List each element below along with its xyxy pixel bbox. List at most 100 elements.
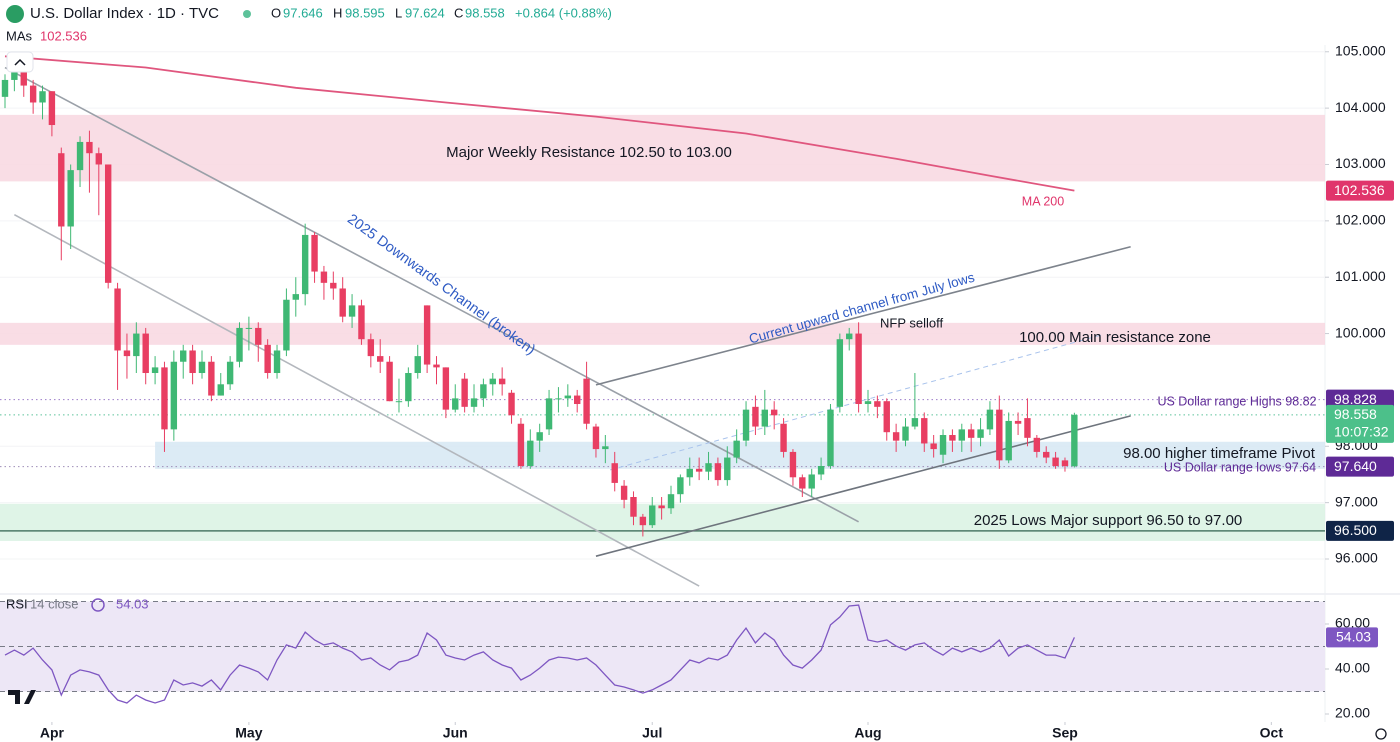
candle-body: [433, 364, 440, 368]
collapse-button[interactable]: [6, 51, 34, 73]
candle-body: [742, 409, 750, 441]
symbol-title[interactable]: U.S. Dollar Index · 1D · TVC: [30, 5, 219, 22]
candle-body: [95, 153, 103, 165]
candle-body: [986, 409, 994, 430]
rsi-line: [4, 604, 1075, 704]
candle-body: [1024, 418, 1031, 438]
price-badge-label: 102.536: [1334, 182, 1385, 198]
candle-body: [1071, 414, 1078, 467]
candle-body: [517, 423, 525, 467]
y-tick-label: 104.000: [1335, 99, 1386, 115]
candle-body: [377, 356, 384, 362]
candle-body: [808, 474, 815, 489]
candle-body: [602, 446, 609, 450]
y-tick-label: 20.00: [1335, 705, 1370, 721]
candle-body: [104, 164, 112, 283]
x-tick-label: Aug: [854, 725, 881, 741]
candle-body: [480, 384, 487, 399]
candle-body: [452, 398, 459, 410]
x-tick-label: May: [235, 725, 262, 741]
candle-body: [836, 339, 844, 407]
candle-body: [114, 288, 121, 351]
candle-body: [827, 409, 834, 467]
candle-body: [330, 282, 337, 289]
collapse-icon[interactable]: [14, 58, 26, 66]
candle-body: [949, 435, 956, 441]
candle-body: [508, 392, 515, 416]
annotation[interactable]: US Dollar range Highs 98.82: [1157, 394, 1316, 408]
annotation[interactable]: 2025 Lows Major support 96.50 to 97.00: [974, 512, 1243, 529]
candle-body: [301, 234, 309, 295]
y-tick-label: 103.000: [1335, 155, 1386, 171]
annotation[interactable]: NFP selloff: [880, 315, 943, 330]
ohlc-label: H: [333, 5, 342, 20]
candle-body: [705, 463, 712, 472]
price-badge: [1326, 180, 1394, 201]
symbol-logo: [6, 5, 24, 23]
rsi-icon[interactable]: [91, 598, 105, 612]
candle-body: [892, 432, 900, 441]
y-tick-label: 96.000: [1335, 550, 1378, 566]
candle-body: [630, 497, 637, 517]
candle-body: [545, 398, 553, 430]
candle-body: [273, 350, 281, 374]
candle-body: [189, 350, 196, 374]
annotation[interactable]: 98.00 higher timeframe Pivot: [1123, 445, 1316, 462]
x-tick-label: Jul: [642, 725, 662, 741]
candle-body: [208, 361, 215, 396]
trend-line: [595, 245, 1131, 386]
candle-body: [283, 299, 290, 351]
annotation[interactable]: MA 200: [1022, 194, 1064, 208]
candle-body: [573, 395, 581, 405]
candle-body: [724, 457, 731, 481]
x-tick-label: Sep: [1052, 725, 1078, 741]
annotation[interactable]: US Dollar range lows 97.64: [1164, 460, 1316, 474]
candle-body: [695, 468, 703, 472]
candle-body: [133, 333, 140, 357]
rsi-params: 14 close: [30, 596, 78, 611]
candle-body: [245, 327, 253, 329]
ohlc-label: C: [454, 5, 463, 20]
y-tick-label: 40.00: [1335, 660, 1370, 676]
candle-body: [939, 435, 947, 455]
zone: [0, 322, 1325, 345]
y-tick-label: 100.000: [1335, 324, 1386, 340]
candle-body: [367, 339, 375, 357]
annotation[interactable]: Major Weekly Resistance 102.50 to 103.00: [446, 144, 732, 161]
market-status: [243, 10, 251, 18]
candle-body: [292, 294, 299, 300]
candle-body: [902, 426, 909, 441]
candle-body: [958, 429, 965, 441]
price-badge: [1326, 404, 1394, 443]
candle-body: [846, 333, 853, 340]
zone: [0, 503, 1325, 541]
candle-body: [592, 426, 600, 450]
candle-body: [536, 432, 543, 441]
candle-body: [770, 409, 778, 416]
candle-body: [799, 477, 806, 489]
candle-body: [461, 378, 468, 407]
annotation[interactable]: 100.00 Main resistance zone: [1019, 329, 1211, 346]
rsi-title[interactable]: RSI: [6, 596, 28, 611]
zone: [0, 114, 1325, 182]
collapse-button-box[interactable]: [6, 51, 34, 73]
mas-label[interactable]: MAs: [6, 28, 33, 43]
candle-body: [864, 401, 872, 405]
price-badge-label: 98.558: [1334, 406, 1377, 422]
candle-body: [76, 141, 84, 171]
candle-body: [470, 398, 478, 407]
candle-body: [123, 350, 131, 357]
tv-logo: [8, 690, 36, 704]
zone: [155, 441, 1325, 469]
candle-body: [86, 141, 93, 154]
settings-icon[interactable]: [1375, 728, 1387, 740]
candle-body: [911, 418, 919, 427]
candle-body: [386, 361, 393, 402]
settings-gear[interactable]: [1375, 728, 1387, 740]
y-tick-label: 105.000: [1335, 42, 1386, 58]
candle-body: [405, 373, 412, 402]
candle-body: [583, 378, 590, 424]
candle-body: [686, 468, 693, 478]
